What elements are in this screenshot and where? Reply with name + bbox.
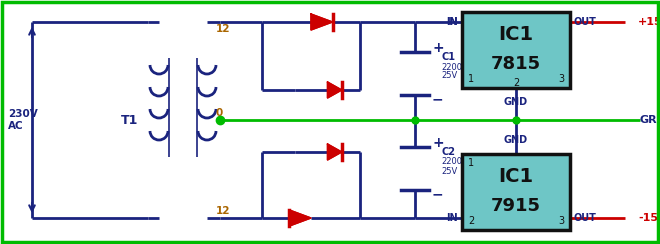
Text: 1: 1 [468,158,474,168]
Text: OUT: OUT [573,17,596,27]
Text: 3: 3 [558,74,564,84]
Text: 12: 12 [216,206,230,216]
Text: 25V: 25V [441,166,457,175]
Text: IC1: IC1 [498,24,533,43]
Text: T1: T1 [121,113,138,126]
Text: GND: GND [504,97,528,107]
Text: 2: 2 [468,216,474,226]
Text: IN: IN [446,17,458,27]
Text: 230V
AC: 230V AC [8,109,38,131]
Polygon shape [327,82,342,98]
Text: 2200μF: 2200μF [441,62,473,71]
Polygon shape [327,144,342,160]
Text: 25V: 25V [441,71,457,81]
Text: +: + [432,136,444,150]
Bar [462,12,570,88]
Text: 2200μF: 2200μF [441,157,473,166]
Text: GND: GND [504,135,528,145]
Text: 7815: 7815 [491,55,541,73]
Text: 1: 1 [468,74,474,84]
Text: C1: C1 [441,52,455,62]
Polygon shape [290,210,311,226]
Text: OUT: OUT [573,213,596,223]
Polygon shape [311,14,333,30]
Text: IN: IN [446,17,458,27]
Text: 3: 3 [558,216,564,226]
Text: IN: IN [446,213,458,223]
Text: 0: 0 [216,108,223,118]
Text: +15V: +15V [638,17,660,27]
Text: -15V: -15V [638,213,660,223]
Text: C2: C2 [441,147,455,157]
Text: −: − [432,92,444,106]
Text: +: + [432,41,444,55]
Text: GROUND: GROUND [640,115,660,125]
Text: 12: 12 [216,24,230,34]
Text: 7915: 7915 [491,197,541,215]
Text: −: − [432,187,444,201]
Text: 2: 2 [513,78,519,88]
Bar [462,154,570,230]
Text: IC1: IC1 [498,166,533,185]
